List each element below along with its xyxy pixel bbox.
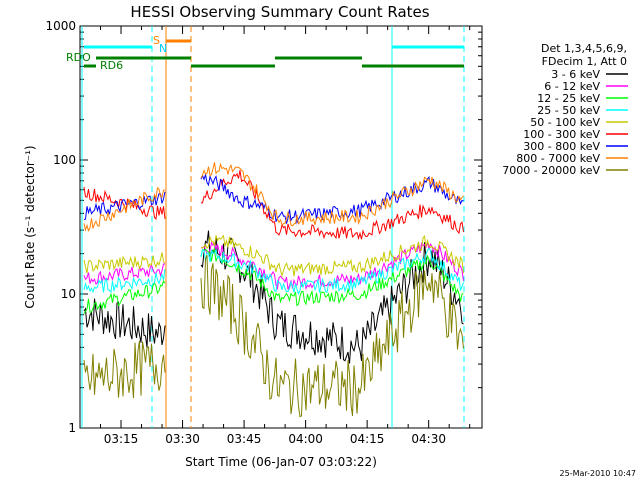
series-line xyxy=(83,247,464,314)
x-axis-ticks: 03:15 03:30 03:45 04:00 04:15 04:30 xyxy=(79,26,471,446)
series-line xyxy=(83,234,464,278)
series-line xyxy=(83,170,464,241)
legend-header-line2: FDecim 1, Att 0 xyxy=(542,55,627,68)
y-tick-label: 100 xyxy=(53,153,76,167)
legend: Det 1,3,4,5,6,9, FDecim 1, Att 0 3 - 6 k… xyxy=(502,42,628,177)
flag-label-rdo: RDO xyxy=(66,51,91,64)
plot-frame xyxy=(79,25,483,429)
event-lines xyxy=(81,26,465,428)
legend-label: 800 - 7000 keV xyxy=(516,152,600,165)
flag-label-n: N xyxy=(159,42,167,55)
x-tick-label: 03:45 xyxy=(227,432,262,446)
series-layer xyxy=(83,162,464,418)
timestamp: 25-Mar-2010 10:47 xyxy=(560,469,637,478)
legend-label: 300 - 800 keV xyxy=(523,140,600,153)
series-line xyxy=(83,174,464,225)
flag-bars: S N RDO RD6 xyxy=(66,34,464,72)
x-tick-label: 04:00 xyxy=(288,432,323,446)
series-line xyxy=(83,247,464,296)
x-tick-label: 04:30 xyxy=(411,432,446,446)
x-axis-label: Start Time (06-Jan-07 03:03:22) xyxy=(185,455,377,469)
legend-label: 3 - 6 keV xyxy=(551,68,600,81)
flag-label-s: S xyxy=(153,34,160,47)
legend-label: 50 - 100 keV xyxy=(530,116,600,129)
y-tick-label: 10 xyxy=(61,287,76,301)
legend-label: 100 - 300 keV xyxy=(523,128,600,141)
legend-label: 25 - 50 keV xyxy=(537,104,600,117)
series-line xyxy=(83,230,464,364)
y-tick-label: 1000 xyxy=(45,19,76,33)
series-line xyxy=(83,255,464,418)
x-tick-label: 04:15 xyxy=(350,432,385,446)
y-axis-ticks: 1 10 100 1000 xyxy=(45,19,482,435)
y-axis-label: Count Rate (s⁻¹ detector⁻¹) xyxy=(23,145,37,308)
legend-label: 6 - 12 keV xyxy=(544,80,600,93)
y-tick-label: 1 xyxy=(68,421,76,435)
legend-label: 12 - 25 keV xyxy=(537,92,600,105)
flag-label-rd6: RD6 xyxy=(100,59,123,72)
legend-label: 7000 - 20000 keV xyxy=(502,164,600,177)
legend-header-line1: Det 1,3,4,5,6,9, xyxy=(541,42,627,55)
x-tick-label: 03:30 xyxy=(165,432,200,446)
chart-title: HESSI Observing Summary Count Rates xyxy=(130,3,429,21)
series-line xyxy=(83,162,464,233)
x-tick-label: 03:15 xyxy=(104,432,139,446)
